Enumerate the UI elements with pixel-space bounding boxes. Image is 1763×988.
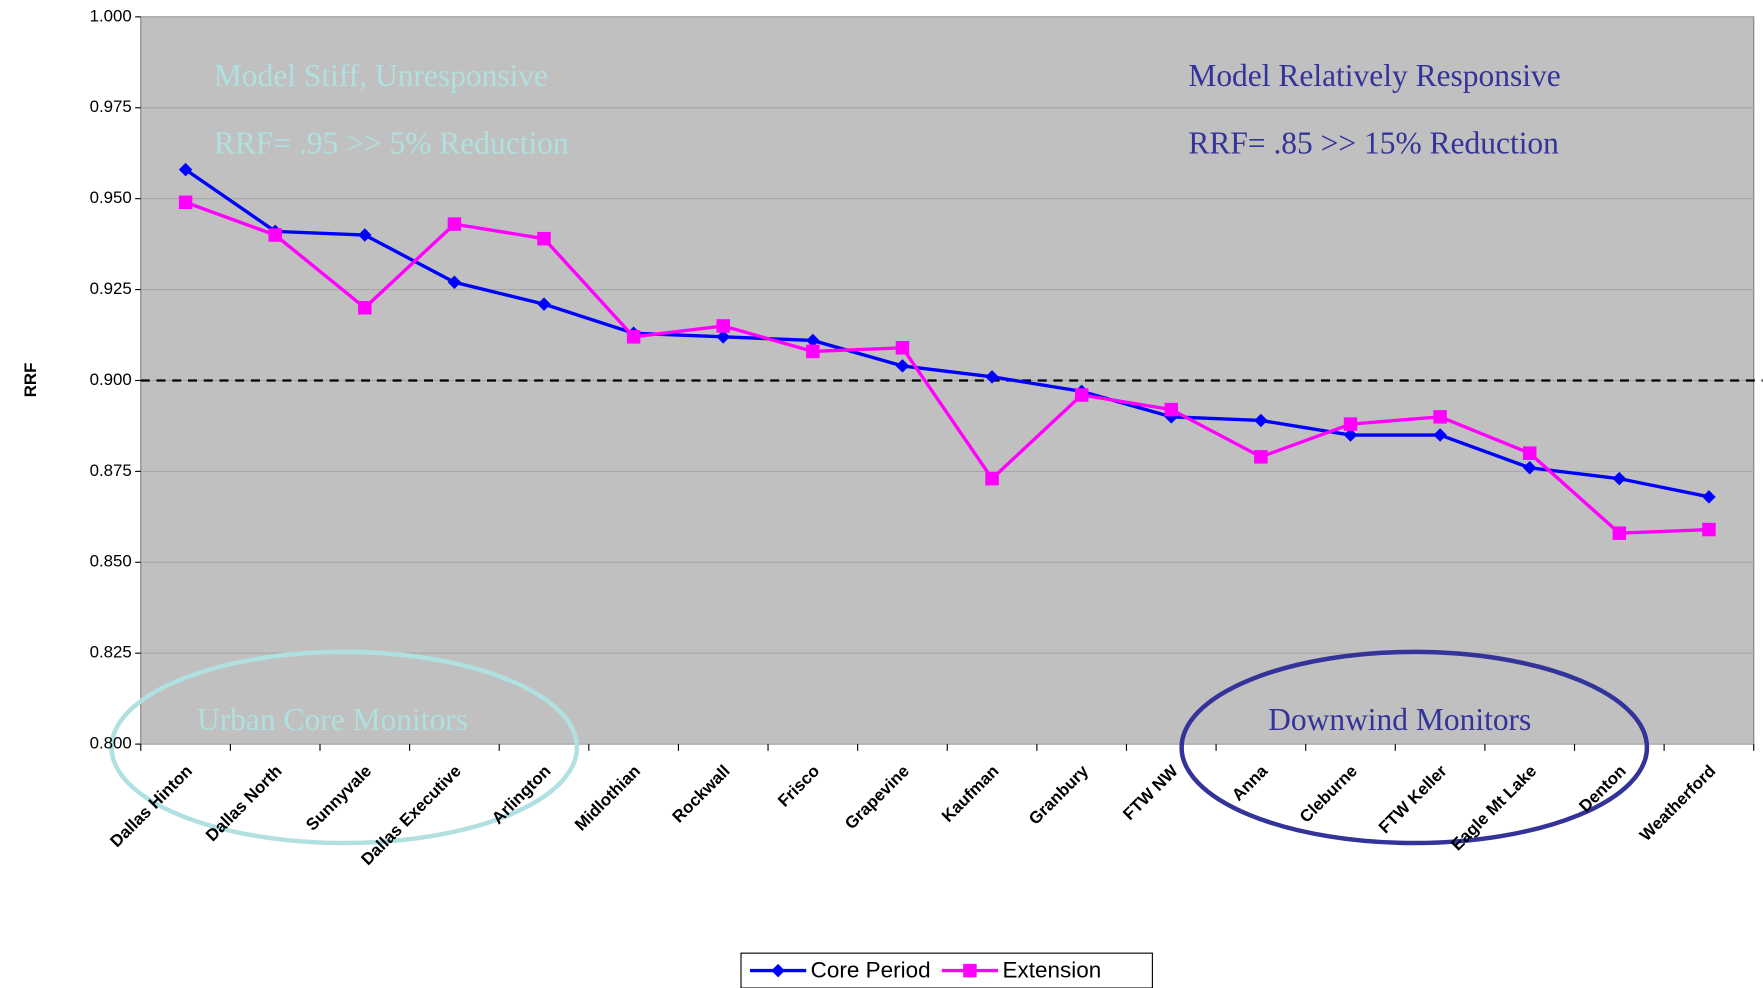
y-tick-label: 0.875 bbox=[90, 461, 132, 480]
y-tick-label: 0.850 bbox=[90, 552, 132, 571]
point bbox=[963, 963, 977, 978]
downwind-ellipse bbox=[1179, 649, 1650, 846]
x-tick-label: FTW NW bbox=[1119, 761, 1181, 823]
point bbox=[1433, 410, 1447, 424]
point bbox=[1702, 522, 1716, 537]
x-tick-label: Rockwall bbox=[669, 761, 734, 826]
point bbox=[1074, 388, 1089, 402]
y-tick-label: 0.950 bbox=[90, 188, 132, 207]
point bbox=[537, 231, 551, 246]
x-tick-label: Grapevine bbox=[841, 761, 913, 833]
point bbox=[1612, 526, 1627, 540]
annotation: RRF= .95 >> 5% Reduction bbox=[214, 125, 569, 160]
point bbox=[1343, 417, 1358, 431]
x-tick-label: Eagle Mt Lake bbox=[1447, 761, 1540, 854]
point bbox=[1254, 450, 1268, 464]
x-tick-label: Weatherford bbox=[1636, 761, 1719, 844]
legend-label: Extension bbox=[1003, 958, 1102, 983]
point bbox=[985, 370, 999, 384]
point bbox=[178, 162, 193, 177]
x-tick-label: Sunnyvale bbox=[302, 761, 375, 834]
series-line bbox=[184, 168, 1710, 499]
point bbox=[358, 301, 372, 315]
point bbox=[806, 333, 820, 348]
x-tick-label: Dallas Executive bbox=[357, 761, 465, 869]
legend-label: Core Period bbox=[811, 958, 931, 983]
annotation: Urban Core Monitors bbox=[197, 702, 468, 737]
point bbox=[178, 195, 193, 210]
point bbox=[447, 217, 462, 231]
x-tick-label: Granbury bbox=[1025, 761, 1093, 829]
y-tick-label: 1.000 bbox=[90, 6, 132, 25]
point bbox=[1522, 446, 1537, 460]
point bbox=[1433, 428, 1447, 442]
y-tick-label: 0.800 bbox=[90, 734, 132, 753]
x-tick-label: Midlothian bbox=[571, 761, 644, 834]
y-tick-label: 0.900 bbox=[90, 370, 132, 389]
series-line bbox=[185, 200, 1709, 535]
x-tick-label: Frisco bbox=[774, 761, 823, 810]
x-tick-label: FTW Keller bbox=[1375, 761, 1451, 837]
y-tick-label: 0.925 bbox=[90, 279, 132, 298]
urban-ellipse bbox=[109, 649, 580, 846]
y-axis-label: RRF bbox=[21, 363, 40, 398]
point bbox=[1343, 428, 1358, 442]
point bbox=[895, 341, 910, 355]
point bbox=[771, 963, 785, 978]
x-tick-label: Anna bbox=[1228, 761, 1272, 805]
annotation: Downwind Monitors bbox=[1268, 702, 1531, 737]
point bbox=[716, 330, 730, 344]
annotation: Model Relatively Responsive bbox=[1188, 58, 1560, 93]
point bbox=[985, 471, 999, 486]
point bbox=[268, 228, 282, 242]
point bbox=[1164, 402, 1179, 417]
point bbox=[716, 319, 730, 333]
x-tick-label: Kaufman bbox=[938, 761, 1002, 825]
point bbox=[895, 359, 910, 373]
point bbox=[1702, 490, 1716, 504]
point bbox=[806, 344, 820, 359]
x-tick-label: Cleburne bbox=[1296, 761, 1361, 826]
point bbox=[1522, 460, 1537, 475]
y-tick-label: 0.975 bbox=[90, 97, 132, 116]
point bbox=[1254, 413, 1268, 428]
annotation: RRF= .85 >> 15% Reduction bbox=[1188, 125, 1559, 160]
point bbox=[626, 330, 641, 344]
point bbox=[1612, 471, 1627, 486]
y-tick-label: 0.825 bbox=[90, 643, 132, 662]
annotation: Model Stiff, Unresponsive bbox=[214, 58, 548, 93]
